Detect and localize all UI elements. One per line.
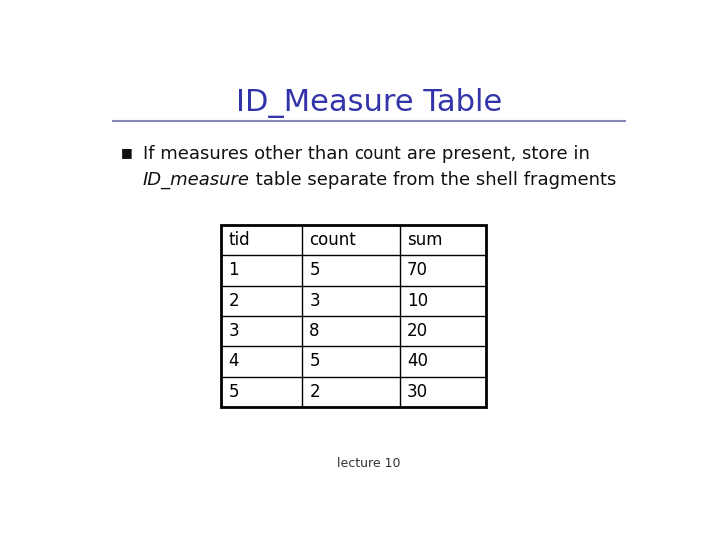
Text: ID_Measure Table: ID_Measure Table [236,87,502,118]
Text: count: count [354,145,401,163]
Text: 40: 40 [407,353,428,370]
Text: lecture 10: lecture 10 [337,457,401,470]
Text: 2: 2 [310,383,320,401]
Text: 8: 8 [310,322,320,340]
Text: 20: 20 [407,322,428,340]
Text: ID_measure: ID_measure [143,171,250,189]
Text: If measures other than: If measures other than [143,145,354,163]
Text: table separate from the shell fragments: table separate from the shell fragments [250,171,616,189]
Text: 5: 5 [228,383,239,401]
Text: sum: sum [407,231,443,249]
Text: 5: 5 [310,353,320,370]
Text: count: count [310,231,356,249]
Text: 30: 30 [407,383,428,401]
Text: ■: ■ [121,146,132,159]
Text: 3: 3 [310,292,320,310]
Text: 1: 1 [228,261,239,279]
Text: 3: 3 [228,322,239,340]
Text: 2: 2 [228,292,239,310]
Text: tid: tid [228,231,250,249]
Text: 4: 4 [228,353,239,370]
Text: 10: 10 [407,292,428,310]
Bar [221,225,486,407]
Text: 5: 5 [310,261,320,279]
Text: are present, store in: are present, store in [401,145,590,163]
Text: 70: 70 [407,261,428,279]
